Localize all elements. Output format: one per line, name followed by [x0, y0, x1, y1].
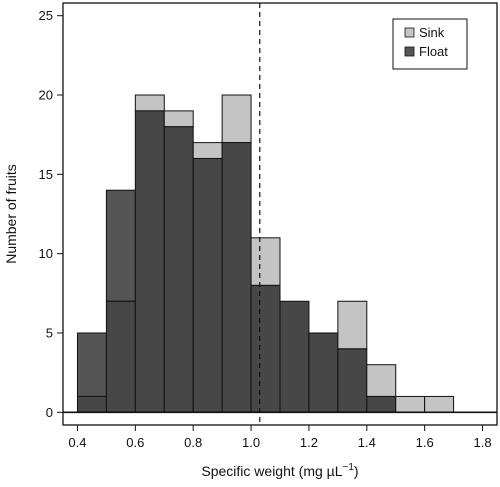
bar-segment — [250, 237, 281, 286]
x-axis-title-close: ) — [354, 463, 359, 479]
bar-segment-overlap — [337, 348, 368, 413]
bar-segment — [134, 94, 165, 112]
x-tick-label: 0.4 — [68, 435, 86, 450]
bar-segment-overlap — [134, 110, 165, 413]
bar-segment-overlap — [163, 126, 194, 413]
bar-segment-overlap — [279, 300, 310, 413]
bar-segment — [192, 142, 223, 159]
bar-segment — [105, 189, 136, 302]
x-axis-title-main: Specific weight (mg µL — [201, 463, 342, 479]
bar-segment-overlap — [76, 395, 107, 413]
bar-segment-overlap — [221, 142, 252, 413]
legend-float-label: Float — [419, 44, 448, 59]
bar-segment — [337, 300, 368, 350]
x-tick-label: 1.6 — [416, 435, 434, 450]
y-tick-label: 5 — [46, 325, 53, 340]
plot-frame — [62, 2, 498, 426]
bar-segment — [163, 110, 194, 128]
y-tick-label: 0 — [46, 405, 53, 420]
bar-segment-overlap — [105, 300, 136, 413]
x-tick-label: 0.8 — [184, 435, 202, 450]
y-tick-label: 15 — [39, 167, 53, 182]
y-tick-label: 25 — [39, 8, 53, 23]
y-axis-title: Number of fruits — [3, 164, 19, 264]
x-tick-label: 0.6 — [126, 435, 144, 450]
legend-float-swatch — [404, 46, 415, 57]
bars-group — [76, 94, 455, 413]
x-tick-label: 1.0 — [242, 435, 260, 450]
bar-segment-overlap — [308, 332, 339, 413]
x-axis-ticks: 0.4 0.6 0.8 1.0 1.2 1.4 1.6 1.8 — [68, 425, 492, 450]
y-tick-label: 10 — [39, 246, 53, 261]
legend-box — [392, 18, 468, 70]
bar-segment — [76, 332, 107, 397]
x-axis-title-superscript: −1 — [343, 462, 355, 473]
y-tick-label: 20 — [39, 88, 53, 103]
x-tick-label: 1.8 — [473, 435, 491, 450]
x-tick-label: 1.2 — [300, 435, 318, 450]
legend-sink-swatch — [404, 27, 415, 38]
bar-segment-overlap — [250, 284, 281, 413]
bar-segment-overlap — [366, 395, 397, 413]
y-axis-ticks: 0 5 10 15 20 25 — [39, 8, 63, 420]
legend-sink-label: Sink — [419, 25, 445, 40]
x-tick-label: 1.4 — [358, 435, 376, 450]
x-axis-title: Specific weight (mg µL−1) — [201, 462, 358, 479]
legend: Sink Float — [392, 18, 468, 70]
bar-segment — [221, 94, 252, 144]
bar-segment — [395, 395, 426, 413]
bar-segment-overlap — [192, 157, 223, 413]
bar-segment — [366, 364, 397, 397]
bar-segment — [424, 395, 455, 413]
